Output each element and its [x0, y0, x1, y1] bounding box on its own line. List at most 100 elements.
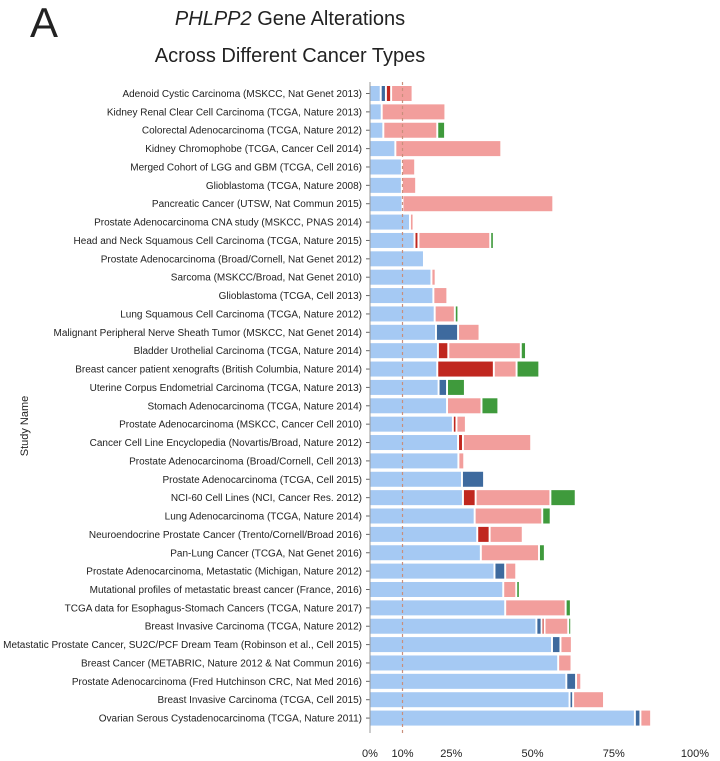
bar-segment	[438, 122, 445, 138]
bar-segment	[370, 637, 552, 653]
category-label: NCI-60 Cell Lines (NCI, Cancer Res. 2012…	[171, 493, 362, 504]
bar-segment	[641, 710, 651, 726]
category-label: Prostate Adenocarcinoma (Fred Hutchinson…	[72, 677, 362, 688]
bar-segment	[559, 655, 571, 671]
bar-segment	[370, 269, 431, 285]
category-label: Cancer Cell Line Encyclopedia (Novartis/…	[90, 438, 362, 449]
bar-segment	[370, 214, 409, 230]
category-label: Glioblastoma (TCGA, Nature 2008)	[206, 181, 362, 192]
bar-segment	[543, 508, 550, 524]
category-label: Breast Invasive Carcinoma (TCGA, Nature …	[145, 622, 362, 633]
bar-segment	[382, 104, 445, 120]
bar-segment	[370, 343, 437, 359]
bar-segment	[459, 453, 464, 469]
category-label: Prostate Adenocarcinoma, Metastatic (Mic…	[86, 567, 362, 578]
bar-segment	[635, 710, 640, 726]
bar-segment	[434, 288, 447, 304]
bar-segment	[453, 416, 456, 432]
bar-segment	[370, 710, 634, 726]
bar-segment	[476, 490, 550, 506]
bar-segment	[370, 306, 434, 322]
bar-segment	[542, 618, 544, 634]
bar-segment	[506, 600, 565, 616]
bar-segment	[463, 490, 475, 506]
bar-segment	[402, 177, 416, 193]
bar-segment	[370, 159, 401, 175]
x-tick-label: 50%	[521, 748, 543, 760]
bar-segment	[539, 545, 544, 561]
x-tick-label: 0%	[362, 748, 378, 760]
panel-label: A	[30, 0, 59, 46]
bar-segment	[537, 618, 541, 634]
bar-segment	[370, 618, 536, 634]
bar-segment	[506, 563, 516, 579]
bar-segment	[569, 618, 571, 634]
bar-segment	[570, 692, 573, 708]
category-label: Metastatic Prostate Cancer, SU2C/PCF Dre…	[3, 640, 362, 651]
category-label: Uterine Corpus Endometrial Carcinoma (TC…	[90, 383, 362, 394]
bar-segment	[370, 692, 569, 708]
category-label: Prostate Adenocarcinoma (Broad/Cornell, …	[129, 456, 362, 467]
bar-segment	[439, 379, 447, 395]
bar-segment	[370, 490, 462, 506]
category-label: Breast Cancer (METABRIC, Nature 2012 & N…	[81, 658, 362, 669]
bar-segment	[552, 637, 560, 653]
bar-segment	[455, 306, 458, 322]
bar-segment	[370, 177, 401, 193]
bar-segment	[566, 600, 570, 616]
category-label: Sarcoma (MSKCC/Broad, Nat Genet 2010)	[171, 273, 362, 284]
gene-name: PHLPP2	[174, 8, 252, 30]
bar-segment	[475, 508, 542, 524]
bar-segment	[370, 288, 433, 304]
x-tick-label: 100%	[681, 748, 709, 760]
category-label: Pan-Lung Cancer (TCGA, Nat Genet 2016)	[170, 548, 362, 559]
category-label: Colorectal Adenocarcinoma (TCGA, Nature …	[142, 126, 362, 137]
bar-segment	[370, 526, 477, 542]
category-label: Lung Adenocarcinoma (TCGA, Nature 2014)	[165, 512, 362, 523]
bar-segment	[459, 435, 462, 451]
bar-segment	[577, 673, 581, 689]
bar-segment	[494, 361, 516, 377]
bar-segment	[462, 471, 484, 487]
category-label: Adenoid Cystic Carcinoma (MSKCC, Nat Gen…	[122, 89, 362, 100]
category-label: Kidney Renal Clear Cell Carcinoma (TCGA,…	[107, 107, 362, 118]
category-label: Head and Neck Squamous Cell Carcinoma (T…	[74, 236, 362, 247]
bar-segment	[490, 526, 522, 542]
category-label: Breast cancer patient xenografts (Britis…	[75, 365, 362, 376]
bar-segment	[482, 398, 498, 414]
x-tick-label: 25%	[440, 748, 462, 760]
bar-segment	[370, 655, 558, 671]
bar-segment	[370, 251, 423, 267]
category-label: Glioblastoma (TCGA, Cell 2013)	[219, 291, 362, 302]
category-label: Lung Squamous Cell Carcinoma (TCGA, Natu…	[120, 309, 362, 320]
bar-segment	[370, 471, 461, 487]
bar-segment	[370, 104, 381, 120]
bar-segment	[521, 343, 526, 359]
bar-segment	[370, 361, 437, 377]
category-label: Kidney Chromophobe (TCGA, Cancer Cell 20…	[145, 144, 362, 155]
bar-segment	[370, 545, 480, 561]
bar-segment	[449, 343, 520, 359]
bar-segment	[370, 453, 458, 469]
bar-segment	[574, 692, 604, 708]
category-label: Prostate Adenocarcinoma (Broad/Cornell, …	[101, 254, 362, 265]
category-label: TCGA data for Esophagus-Stomach Cancers …	[65, 603, 362, 614]
bar-segment	[370, 141, 395, 157]
bar-segment	[370, 673, 566, 689]
bar-segment	[384, 122, 437, 138]
bar-segment	[370, 600, 505, 616]
bar-segment	[403, 196, 553, 212]
bar-segment	[396, 141, 501, 157]
bar-segment	[463, 435, 531, 451]
bar-segment	[567, 673, 576, 689]
bar-segment	[370, 86, 380, 101]
bar-segment	[392, 86, 412, 101]
bar-segment	[561, 637, 571, 653]
bar-segment	[370, 563, 494, 579]
category-label: Breast Invasive Carcinoma (TCGA, Cell 20…	[157, 695, 362, 706]
bar-segment	[432, 269, 435, 285]
bar-segment	[410, 214, 413, 230]
bar-segment	[504, 581, 516, 597]
bar-segment	[436, 324, 458, 340]
